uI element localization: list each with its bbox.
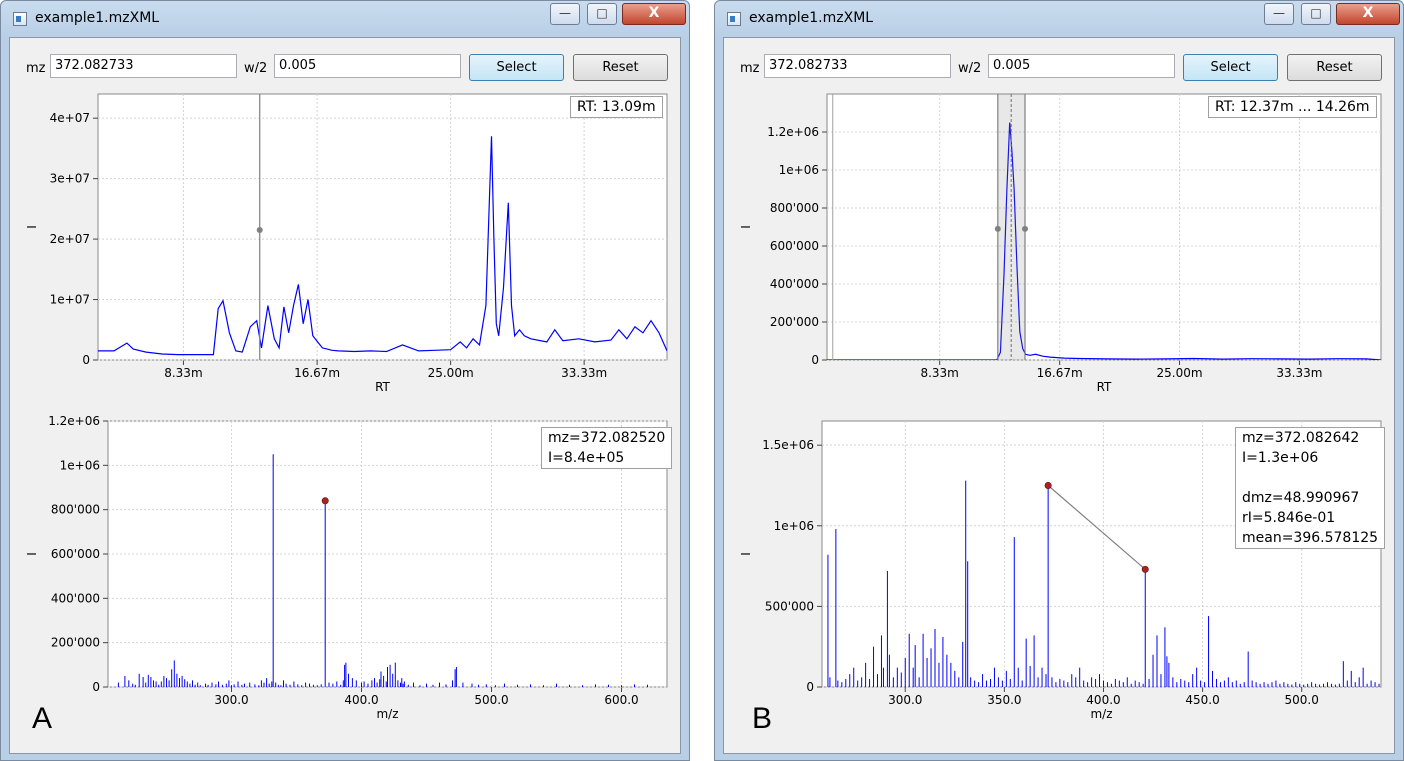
data-layer <box>827 480 1380 687</box>
minimize-button[interactable]: — <box>550 3 580 25</box>
maximize-button[interactable]: □ <box>1301 3 1331 25</box>
panel-label: B <box>752 702 773 735</box>
y-tick-label: 2e+07 <box>50 232 90 246</box>
mz-label: mz <box>740 61 760 76</box>
title-bar[interactable]: example1.mzXML — □ X <box>1 1 689 37</box>
data-layer <box>117 454 648 687</box>
peak-marker-2 <box>1141 565 1149 573</box>
x-tick-label: 25.00m <box>428 366 474 380</box>
minimize-button[interactable]: — <box>1264 3 1294 25</box>
x-tick-label: 450.0 <box>1185 693 1219 707</box>
w2-input[interactable]: 0.005 <box>988 54 1175 78</box>
title-bar[interactable]: example1.mzXML — □ X <box>715 1 1403 37</box>
reset-button[interactable]: Reset <box>573 54 668 81</box>
x-tick-label: 600.0 <box>604 693 638 707</box>
y-tick-label: 1e+07 <box>50 293 90 307</box>
spectrum-info-box: mz=372.082642 I=1.3e+06 dmz=48.990967 rI… <box>1235 427 1386 549</box>
x-tick-label: 300.0 <box>214 693 248 707</box>
data-layer <box>98 136 667 356</box>
plot-area <box>97 93 668 361</box>
x-tick-label: 400.0 <box>344 693 378 707</box>
client-area: mz 372.082733 w/2 0.005 Select Reset 8.3… <box>9 37 681 754</box>
y-tick-label: 0 <box>811 353 819 367</box>
peak-marker <box>321 497 329 505</box>
x-tick-label: 33.33m <box>1276 366 1322 380</box>
chromatogram-plot[interactable]: 8.33m 16.67m 25.00m 33.33m 0 1e+07 2e+07 3e+07 4… <box>10 89 680 414</box>
app-icon <box>13 12 27 26</box>
x-tick-label: 350.0 <box>987 693 1021 707</box>
y-tick-label: 1e+06 <box>774 519 814 533</box>
x-tick-label: 300.0 <box>888 693 922 707</box>
reset-button[interactable]: Reset <box>1287 54 1382 81</box>
y-tick-label: 500'000 <box>765 599 814 613</box>
rt-range-end-handle <box>1022 225 1029 232</box>
rt-range-start-handle <box>994 225 1001 232</box>
chromatogram-plot[interactable]: 8.33m 16.67m 25.00m 33.33m 0 200'000 400'000 60… <box>724 89 1394 414</box>
client-area: mz 372.082733 w/2 0.005 Select Reset 8.3… <box>723 37 1395 754</box>
y-axis-label: I <box>25 225 39 229</box>
y-tick-label: 3e+07 <box>50 172 90 186</box>
x-tick-label: 25.00m <box>1157 366 1203 380</box>
x-axis-label: m/z <box>376 707 398 721</box>
x-tick-label: 8.33m <box>164 366 202 380</box>
chromatogram-info-box: RT: 13.09m <box>570 96 663 118</box>
y-tick-label: 0 <box>82 353 90 367</box>
mz-input[interactable]: 372.082733 <box>50 54 237 78</box>
y-tick-label: 400'000 <box>51 591 100 605</box>
series-line <box>827 122 1381 360</box>
y-tick-label: 1e+06 <box>60 458 100 472</box>
maximize-button[interactable]: □ <box>587 3 617 25</box>
x-axis-label: RT <box>1097 380 1112 394</box>
y-tick-label: 1.2e+06 <box>767 125 819 139</box>
y-axis-label: I <box>25 552 39 556</box>
y-tick-label: 0 <box>92 680 100 694</box>
select-button[interactable]: Select <box>1183 54 1278 81</box>
y-tick-label: 800'000 <box>770 201 819 215</box>
x-tick-label: 16.67m <box>294 366 340 380</box>
x-tick-label: 8.33m <box>920 366 958 380</box>
w2-label: w/2 <box>244 61 268 76</box>
x-tick-label: 500.0 <box>474 693 508 707</box>
window-title: example1.mzXML <box>749 10 874 26</box>
y-tick-label: 4e+07 <box>50 111 90 125</box>
x-tick-label: 33.33m <box>561 366 607 380</box>
mz-input[interactable]: 372.082733 <box>764 54 951 78</box>
close-button[interactable]: X <box>622 3 686 25</box>
y-tick-label: 0 <box>806 680 814 694</box>
y-tick-label: 800'000 <box>51 503 100 517</box>
rt-cursor-handle <box>256 227 263 234</box>
peak-marker-1 <box>1044 481 1052 489</box>
close-button[interactable]: X <box>1336 3 1400 25</box>
plot-area <box>826 93 1382 361</box>
mz-label: mz <box>26 61 46 76</box>
w2-input[interactable]: 0.005 <box>274 54 461 78</box>
spectrum-info-box: mz=372.082520 I=8.4e+05 <box>541 427 673 469</box>
y-tick-label: 200'000 <box>770 315 819 329</box>
y-tick-label: 600'000 <box>51 547 100 561</box>
x-axis-label: m/z <box>1090 707 1112 721</box>
w2-label: w/2 <box>958 61 982 76</box>
x-tick-label: 500.0 <box>1285 693 1319 707</box>
panel-label: A <box>32 702 53 735</box>
peak-distance-line <box>1047 485 1146 570</box>
y-tick-label: 600'000 <box>770 239 819 253</box>
select-button[interactable]: Select <box>469 54 564 81</box>
chromatogram-info-box: RT: 12.37m ... 14.26m <box>1208 96 1377 118</box>
app-icon <box>727 12 741 26</box>
window-a: example1.mzXML — □ X mz 372.082733 w/2 0… <box>0 0 690 761</box>
y-axis-label: I <box>739 225 753 229</box>
y-tick-label: 400'000 <box>770 277 819 291</box>
y-tick-label: 200'000 <box>51 636 100 650</box>
data-layer <box>827 122 1381 360</box>
x-axis-label: RT <box>375 380 390 394</box>
y-tick-label: 1.2e+06 <box>48 415 100 428</box>
y-axis-label: I <box>739 552 753 556</box>
window-title: example1.mzXML <box>35 10 160 26</box>
series-line <box>98 136 667 356</box>
window-b: example1.mzXML — □ X mz 372.082733 w/2 0… <box>714 0 1404 761</box>
x-tick-label: 400.0 <box>1086 693 1120 707</box>
y-tick-label: 1.5e+06 <box>762 438 814 452</box>
x-tick-label: 16.67m <box>1037 366 1083 380</box>
y-tick-label: 1e+06 <box>779 163 819 177</box>
